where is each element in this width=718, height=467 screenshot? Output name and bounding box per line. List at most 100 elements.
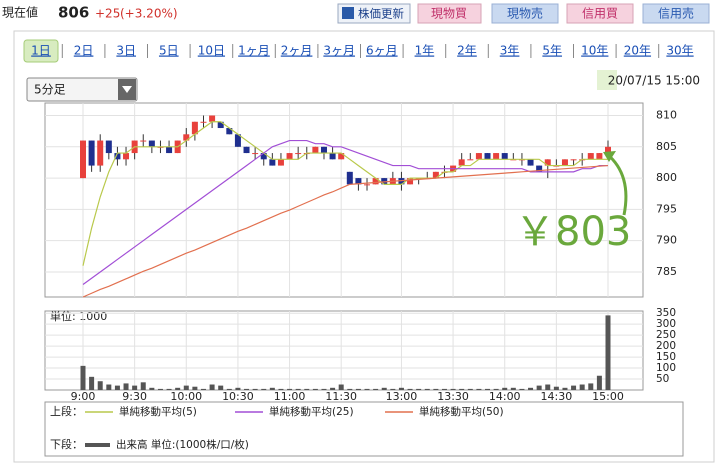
price: 806 (58, 4, 89, 22)
x-tick-label: 10:00 (170, 390, 202, 403)
tab[interactable]: 5日 (159, 44, 179, 58)
candle-body (277, 159, 284, 166)
tab[interactable]: 1年 (415, 44, 435, 58)
button-label: 現物売 (507, 6, 543, 21)
panel-frame (13, 30, 715, 463)
x-tick-label: 9:00 (71, 390, 96, 403)
candle-body (458, 159, 465, 166)
volume-bar (364, 388, 370, 390)
volume-bar (330, 387, 336, 390)
select-arrow (122, 86, 132, 93)
candle-body (432, 171, 439, 179)
tab[interactable]: 2日 (74, 44, 94, 58)
candle-body (260, 153, 267, 160)
volume-bar (226, 388, 232, 390)
volume-bar (579, 384, 585, 390)
candle-body (407, 178, 414, 185)
volume-bar (338, 384, 344, 390)
candle-body (398, 178, 405, 185)
legend-label: 単純移動平均(50) (419, 405, 504, 418)
candle-body (105, 140, 112, 154)
candle-body (527, 159, 534, 166)
button-label: 信用売 (658, 6, 694, 21)
volume-bar (459, 388, 465, 390)
y-tick-label: 250 (656, 329, 676, 341)
tab[interactable]: 20年 (624, 44, 651, 58)
select-label: 5分足 (34, 83, 66, 97)
candle-body (475, 153, 482, 160)
candle-body (226, 128, 233, 135)
volume-bar (476, 388, 482, 390)
y-tick-label: 805 (656, 140, 677, 153)
volume-bar (355, 388, 361, 390)
volume-bar (106, 384, 112, 390)
y-tick-label: 150 (656, 351, 676, 363)
legend-label: 単純移動平均(25) (269, 405, 354, 418)
volume-bar (596, 375, 602, 390)
tab[interactable]: 10年 (581, 44, 608, 58)
candle-body (183, 134, 190, 141)
timestamp: 20/07/15 15:00 (608, 74, 700, 88)
tab-selected (23, 39, 59, 63)
volume-bar (450, 388, 456, 390)
tab[interactable]: 30年 (666, 44, 693, 58)
trade-button[interactable]: 信用売 (642, 3, 710, 24)
tab[interactable]: 2ヶ月 (281, 44, 313, 58)
candle-body (364, 184, 371, 186)
volume-bar (502, 387, 508, 390)
refresh-button[interactable]: 株価更新 (337, 3, 411, 24)
volume-bar (252, 388, 258, 390)
candle-body (252, 153, 259, 155)
volume-bar (467, 388, 473, 390)
volume-bar (588, 383, 594, 390)
volume-bar (312, 388, 318, 390)
volume-bar (123, 383, 129, 390)
x-tick-label: 11:30 (325, 390, 357, 403)
volume-bar (536, 385, 542, 390)
volume-bar (157, 388, 163, 390)
select-frame (26, 77, 138, 102)
candle-body (381, 178, 388, 185)
tab[interactable]: 3日 (116, 44, 136, 58)
tab[interactable]: 6ヶ月 (366, 44, 398, 58)
candle-body (320, 146, 327, 154)
moving-average-line (82, 164, 609, 298)
tab[interactable]: 1ヶ月 (238, 44, 270, 58)
moving-average-line (82, 139, 608, 285)
trade-button[interactable]: 現物買 (417, 3, 482, 24)
candle-body (97, 140, 104, 166)
candle-body (596, 153, 603, 160)
tab[interactable]: 10日 (198, 44, 225, 58)
volume-bar (562, 387, 568, 390)
volume-bar (287, 388, 293, 390)
candle-body (209, 115, 216, 122)
tab[interactable]: 3年 (500, 44, 520, 58)
candle-body (88, 140, 95, 166)
interval-select[interactable]: 5分足 (26, 77, 138, 102)
volume-bar (261, 388, 267, 390)
candle-body (484, 153, 491, 160)
change-pct: (+3.20%) (120, 7, 178, 21)
volume-bar (175, 387, 181, 390)
button-frame (566, 3, 634, 24)
volume-bar (114, 385, 120, 390)
volume-bar (398, 387, 404, 390)
volume-bar (269, 387, 275, 390)
volume-bar (209, 384, 215, 390)
x-tick-label: 13:30 (437, 390, 469, 403)
price-plot-frame (44, 102, 644, 298)
candle-body (536, 165, 543, 172)
tab[interactable]: 5年 (542, 44, 562, 58)
volume-bar (528, 387, 534, 390)
candle-body (114, 153, 121, 160)
trade-button[interactable]: 信用買 (566, 3, 634, 24)
volume-bar (89, 376, 95, 390)
tab[interactable]: 2年 (457, 44, 477, 58)
candle-body (269, 159, 276, 166)
tab[interactable]: 3ヶ月 (323, 44, 355, 58)
volume-bar (80, 365, 86, 390)
trade-button[interactable]: 現物売 (491, 3, 559, 24)
candle-body (587, 153, 594, 160)
y-tick-label: 300 (656, 318, 676, 330)
tab[interactable]: 1日 (31, 44, 51, 58)
